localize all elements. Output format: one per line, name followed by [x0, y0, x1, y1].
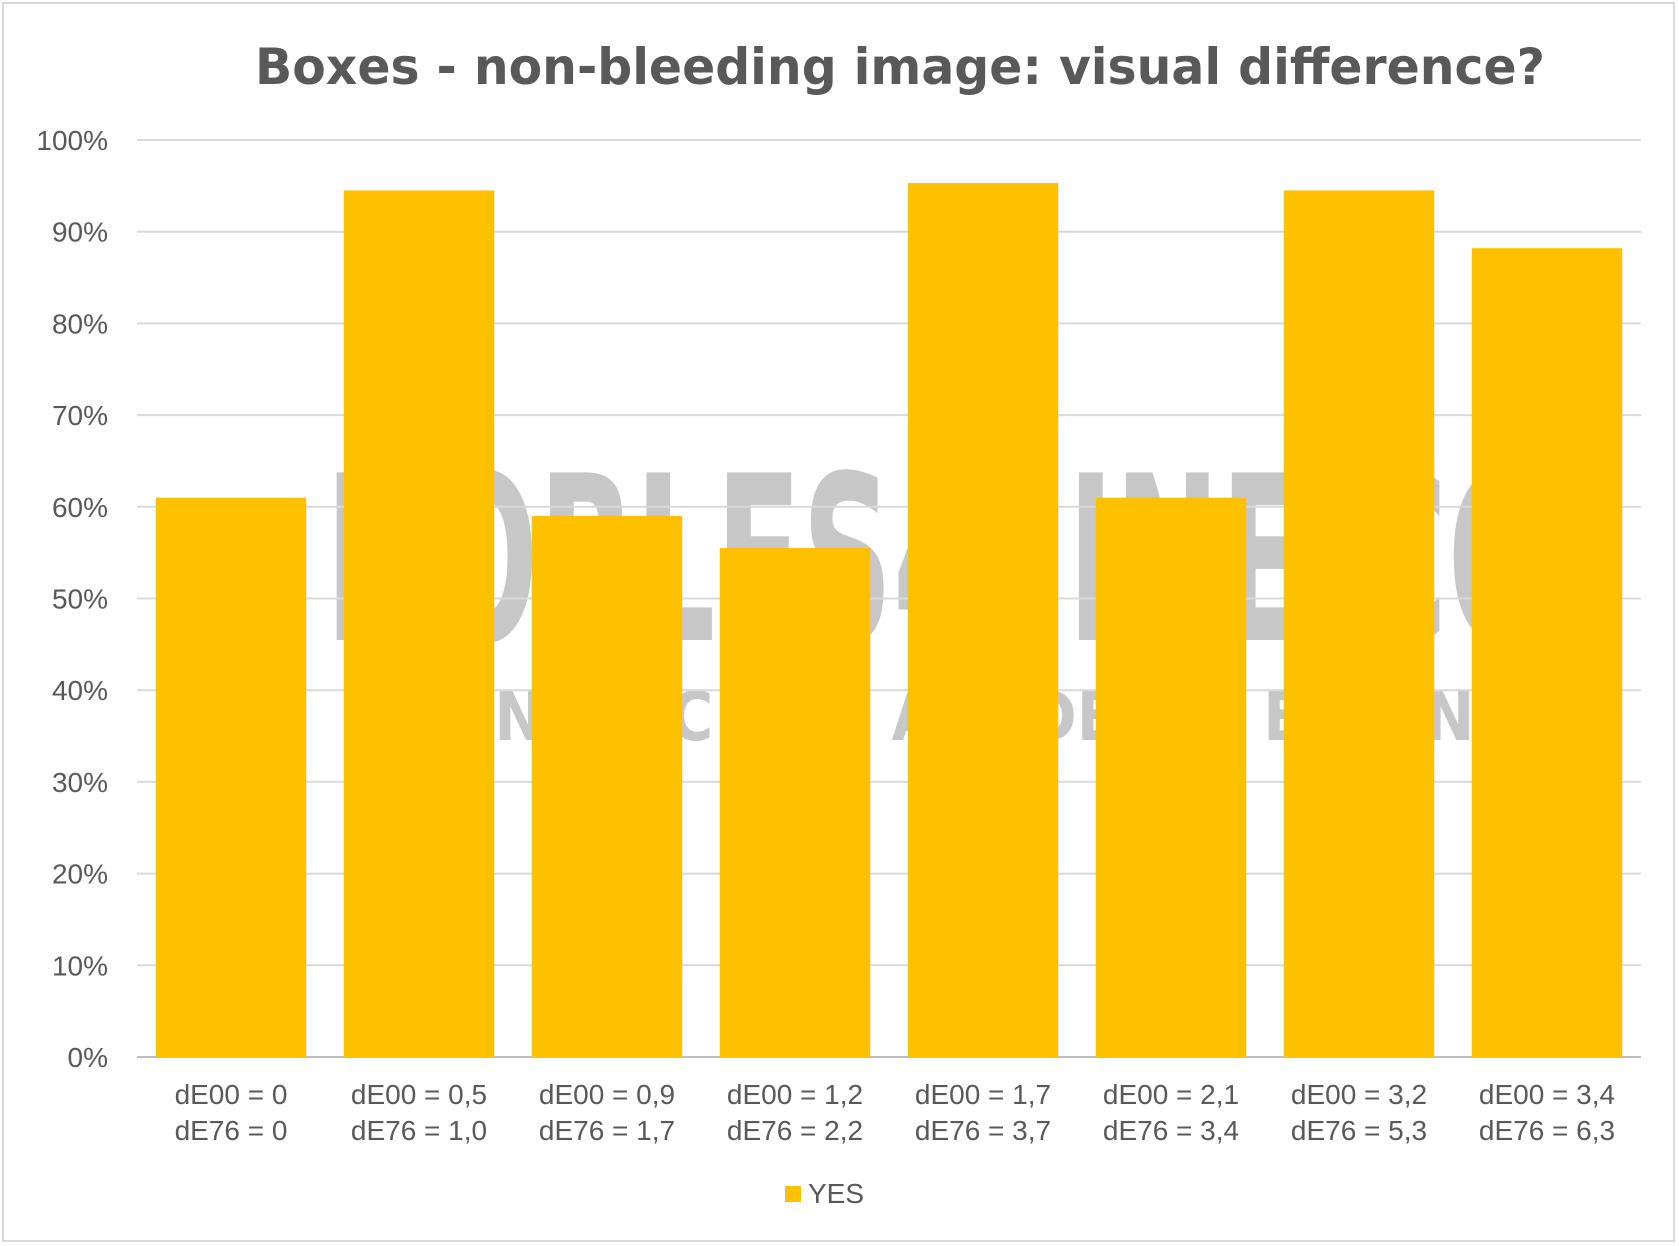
x-category-label: dE76 = 3,7: [915, 1115, 1051, 1146]
x-category-label: dE76 = 1,0: [351, 1115, 487, 1146]
y-tick-label: 10%: [52, 950, 108, 981]
bar: [343, 190, 495, 1057]
x-category-label: dE00 = 0,9: [539, 1079, 675, 1110]
x-category-label: dE76 = 0: [175, 1115, 288, 1146]
legend-label: YES: [808, 1178, 864, 1209]
bar: [1283, 190, 1435, 1057]
bars: [155, 183, 1623, 1057]
bar: [1095, 497, 1247, 1057]
bar: [1471, 248, 1623, 1057]
bar: [719, 548, 871, 1057]
x-category-label: dE00 = 1,7: [915, 1079, 1051, 1110]
x-category-label: dE76 = 6,3: [1479, 1115, 1615, 1146]
y-tick-label: 50%: [52, 584, 108, 615]
x-category-label: dE00 = 3,4: [1479, 1079, 1615, 1110]
legend-swatch: [785, 1186, 801, 1202]
y-tick-label: 80%: [52, 308, 108, 339]
y-tick-label: 20%: [52, 859, 108, 890]
chart-title: Boxes - non-bleeding image: visual diffe…: [255, 38, 1545, 96]
x-category-label: dE00 = 3,2: [1291, 1079, 1427, 1110]
x-category-label: dE00 = 1,2: [727, 1079, 863, 1110]
y-tick-label: 90%: [52, 217, 108, 248]
y-tick-label: 70%: [52, 400, 108, 431]
bar: [531, 515, 683, 1057]
bar: [155, 497, 307, 1057]
y-axis-tick-labels: 0% 10% 20% 30% 40% 50% 60% 70% 80% 90% 100%: [36, 125, 108, 1073]
x-category-label: dE00 = 0: [175, 1079, 288, 1110]
x-category-label: dE00 = 0,5: [351, 1079, 487, 1110]
bar: [907, 183, 1059, 1057]
legend: YES: [785, 1178, 864, 1209]
x-category-label: dE76 = 3,4: [1103, 1115, 1239, 1146]
x-axis-category-labels: dE00 = 0 dE76 = 0 dE00 = 0,5 dE76 = 1,0 dE00…: [175, 1079, 1616, 1146]
y-tick-label: 30%: [52, 767, 108, 798]
y-tick-label: 100%: [36, 125, 108, 156]
x-category-label: dE76 = 2,2: [727, 1115, 863, 1146]
x-category-label: dE00 = 2,1: [1103, 1079, 1239, 1110]
y-tick-label: 40%: [52, 675, 108, 706]
x-category-label: dE76 = 5,3: [1291, 1115, 1427, 1146]
y-tick-label: 0%: [68, 1042, 108, 1073]
y-tick-label: 60%: [52, 492, 108, 523]
x-category-label: dE76 = 1,7: [539, 1115, 675, 1146]
